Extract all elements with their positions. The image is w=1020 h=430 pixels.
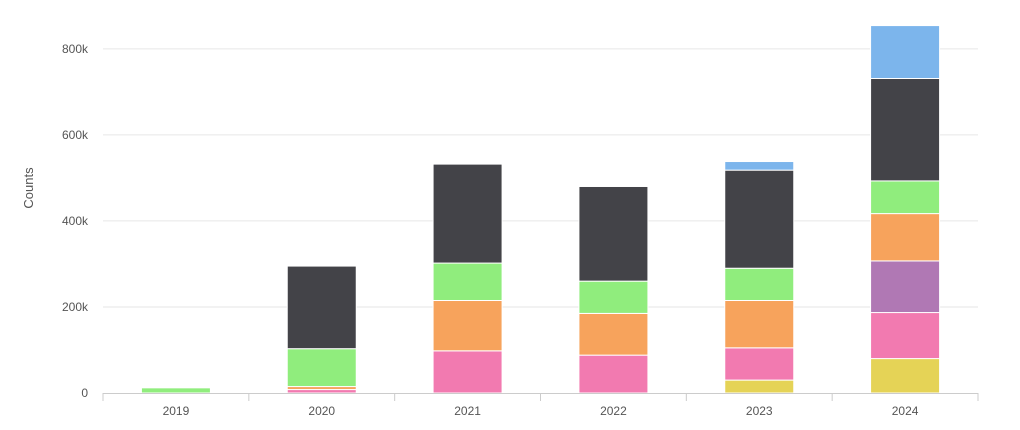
bar-segment bbox=[286, 348, 357, 388]
bar-segment bbox=[432, 262, 503, 301]
x-tick-label: 2022 bbox=[600, 404, 627, 418]
y-tick-label: 800k bbox=[62, 42, 89, 56]
bar-segment bbox=[578, 312, 649, 356]
bar-segments bbox=[140, 25, 941, 394]
bar-segment bbox=[870, 78, 941, 182]
bar-segment bbox=[724, 169, 795, 269]
bar-segment bbox=[724, 300, 795, 349]
x-tick-label: 2019 bbox=[163, 404, 190, 418]
bar-segment bbox=[724, 347, 795, 381]
axes: 0 200k 400k 600k 800k 2019 2020 2021 2022 2023 202… bbox=[62, 42, 979, 418]
y-tick-label: 0 bbox=[81, 386, 88, 400]
bar-segment bbox=[870, 25, 941, 80]
bar-segment bbox=[870, 312, 941, 360]
bar-segment bbox=[870, 180, 941, 215]
bar-segment bbox=[724, 267, 795, 301]
x-tick-label: 2023 bbox=[746, 404, 773, 418]
bar-segment bbox=[870, 358, 941, 394]
y-tick-label: 600k bbox=[62, 128, 89, 142]
bar-segment bbox=[140, 387, 211, 394]
bar-segment bbox=[870, 260, 941, 314]
bar-segment bbox=[432, 163, 503, 264]
bar-segment bbox=[286, 265, 357, 350]
grid-lines bbox=[103, 48, 978, 308]
bar-segment bbox=[724, 161, 795, 171]
y-tick-label: 400k bbox=[62, 214, 89, 228]
bar-segment bbox=[578, 354, 649, 394]
bar-segment bbox=[578, 185, 649, 282]
bar-segment bbox=[578, 280, 649, 314]
bar-segment bbox=[724, 379, 795, 394]
x-tick-label: 2024 bbox=[892, 404, 919, 418]
x-tick-label: 2021 bbox=[454, 404, 481, 418]
bar-segment bbox=[870, 213, 941, 262]
bar-segment bbox=[286, 389, 357, 394]
x-tick-label: 2020 bbox=[308, 404, 335, 418]
y-tick-label: 200k bbox=[62, 300, 89, 314]
bar-segment bbox=[432, 350, 503, 394]
y-axis-title: Counts bbox=[21, 167, 36, 209]
bar-segment bbox=[432, 300, 503, 352]
